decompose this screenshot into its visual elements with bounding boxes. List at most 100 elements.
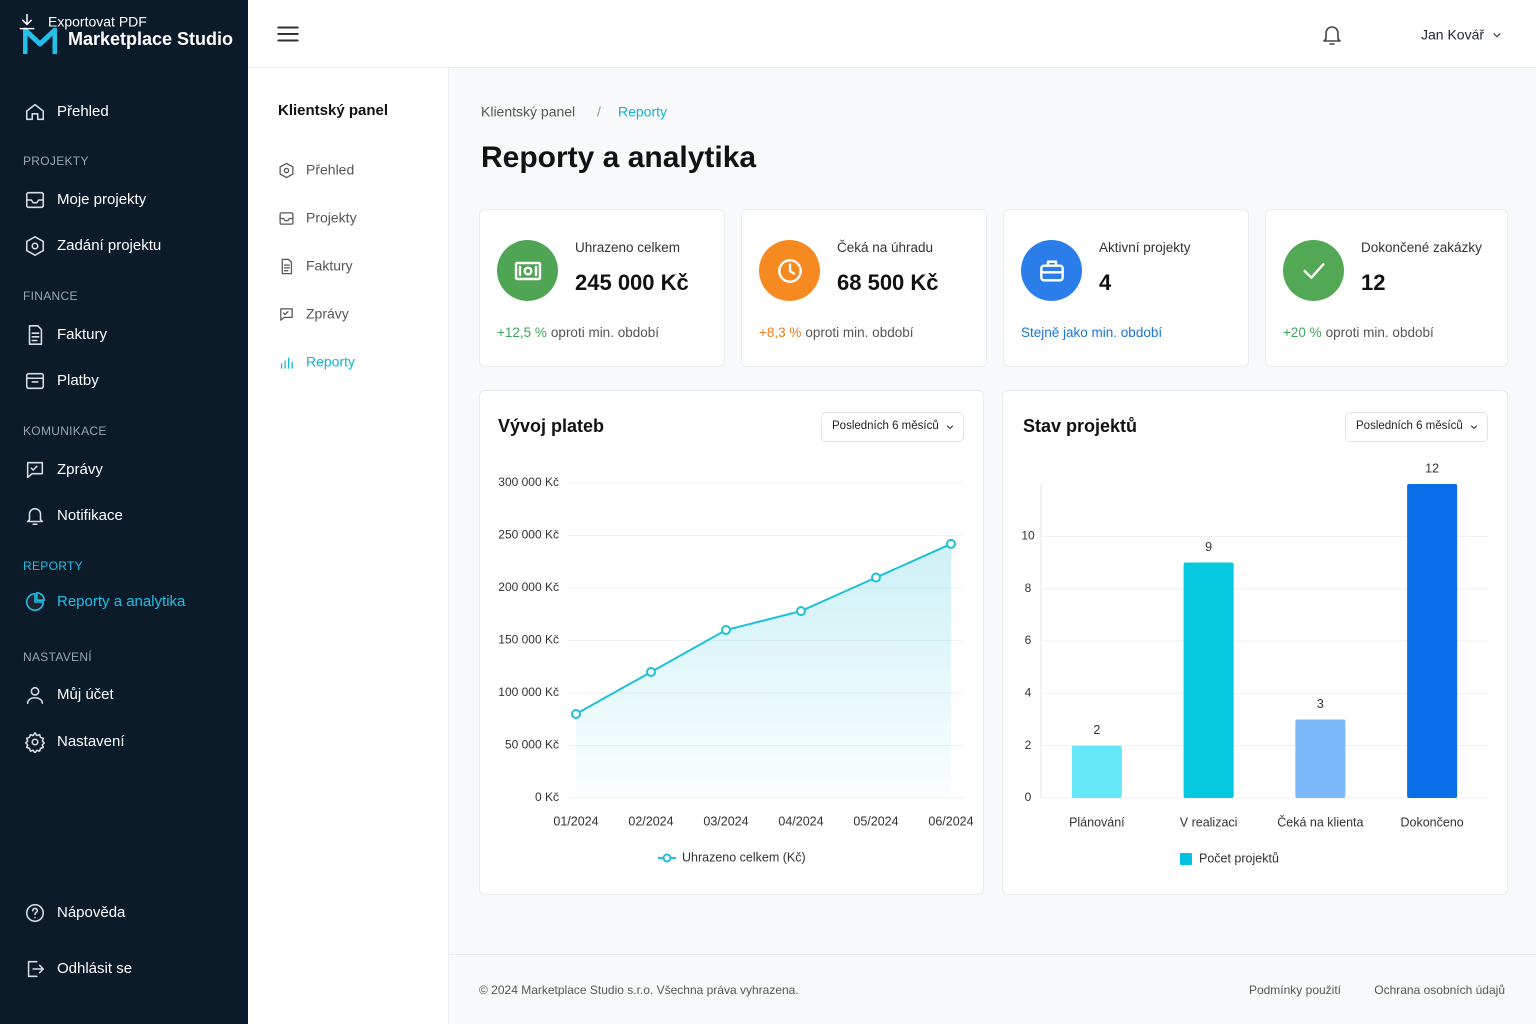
icon-shape xyxy=(518,265,538,277)
y-tick-label: 0 xyxy=(1025,790,1032,804)
stat-value: 12 xyxy=(1361,269,1386,295)
icon xyxy=(1303,263,1325,279)
icon-shape xyxy=(1303,263,1325,279)
subnav-item[interactable]: Faktury xyxy=(306,257,353,274)
line xyxy=(575,542,952,715)
brand-name[interactable]: Marketplace Studio xyxy=(68,29,234,50)
icon xyxy=(281,258,292,274)
icon-shape xyxy=(25,377,45,383)
stat-label: Uhrazeno celkem xyxy=(575,239,681,255)
logo[interactable] xyxy=(23,26,57,56)
nav-section-title: KOMUNIKACE xyxy=(23,423,107,438)
icon-shape xyxy=(1470,425,1478,430)
icon xyxy=(27,960,45,978)
legend-marker xyxy=(662,853,672,863)
stat-icon-bg xyxy=(1283,240,1344,301)
stat-note: oproti min. období xyxy=(805,324,914,340)
icon xyxy=(946,425,954,430)
icon-shape xyxy=(1323,26,1341,42)
stat-card: Aktivní projekty 4 Stejně jako min. období xyxy=(1003,209,1249,367)
subnav-item[interactable]: Zprávy xyxy=(306,305,349,322)
stat-icon-bg xyxy=(497,240,558,301)
user-name[interactable]: Jan Kovář xyxy=(1421,26,1485,43)
x-tick-label: 06/2024 xyxy=(928,814,973,828)
footer-divider xyxy=(449,954,1536,955)
nav-item[interactable]: Notifikace xyxy=(57,507,123,524)
nav-item[interactable]: Platby xyxy=(57,372,99,389)
bar xyxy=(1407,484,1458,798)
subnav-item[interactable]: Reporty xyxy=(306,353,356,370)
period-dropdown-label: Posledních 6 měsíců xyxy=(832,420,939,433)
icon xyxy=(280,357,293,369)
subnav-title: Klientský panel xyxy=(278,102,389,119)
icon[interactable] xyxy=(275,21,301,47)
icon-shape xyxy=(283,167,289,173)
icon xyxy=(28,325,43,345)
icon-shape xyxy=(778,259,802,283)
icon-shape xyxy=(279,307,293,321)
legend-swatch xyxy=(1180,853,1192,865)
icon-shape xyxy=(281,258,292,274)
nav-item[interactable]: Reporty a analytika xyxy=(57,593,186,610)
y-tick-label: 300 000 Kč xyxy=(498,475,559,489)
subnav xyxy=(248,68,449,1024)
subnav-item[interactable]: Projekty xyxy=(306,209,357,226)
nav-item[interactable]: Moje projekty xyxy=(57,191,147,208)
x-tick-label: 04/2024 xyxy=(778,814,823,828)
x-tick-label: Dokončeno xyxy=(1401,815,1464,829)
icon xyxy=(25,903,45,923)
point xyxy=(796,606,806,617)
subnav-item[interactable]: Přehled xyxy=(306,161,355,178)
icon-shape xyxy=(30,686,40,696)
breadcrumb-current: Reporty xyxy=(618,103,668,120)
icon-shape xyxy=(277,26,299,42)
nav-item[interactable]: Nápověda xyxy=(57,904,126,921)
nav-item[interactable]: Můj účet xyxy=(57,686,114,703)
y-tick-label: 200 000 Kč xyxy=(498,580,559,594)
icon xyxy=(1040,260,1064,282)
x-tick-label: 02/2024 xyxy=(628,814,673,828)
copyright: © 2024 Marketplace Studio s.r.o. Všechna… xyxy=(479,982,799,997)
icon-shape xyxy=(1040,260,1064,274)
chart-title: Stav projektů xyxy=(1023,416,1137,436)
nav-section-title: REPORTY xyxy=(23,558,83,573)
icon-shape xyxy=(30,465,38,471)
period-dropdown[interactable]: Posledních 6 měsíců xyxy=(821,412,964,442)
nav-section-title: NASTAVENÍ xyxy=(23,649,92,664)
x-tick-label: V realizaci xyxy=(1180,815,1238,829)
icon-shape xyxy=(31,332,40,342)
stat-label: Čeká na úhradu xyxy=(837,239,934,255)
icon xyxy=(1470,425,1478,430)
icon-shape xyxy=(282,310,289,315)
bar-value-label: 9 xyxy=(1205,540,1212,554)
nav-item[interactable]: Zadání projektu xyxy=(57,237,162,254)
icon xyxy=(514,261,542,281)
footer-link[interactable]: Ochrana osobních údajů xyxy=(1374,982,1505,997)
nav-section-title: FINANCE xyxy=(23,288,78,303)
icon-shape xyxy=(25,903,45,923)
stat-note: Stejně jako min. období xyxy=(1021,324,1163,340)
nav-item[interactable]: Nastavení xyxy=(57,733,125,750)
icon[interactable] xyxy=(1320,23,1344,47)
y-tick-label: 100 000 Kč xyxy=(498,685,559,699)
stat-change: Stejně jako min. období xyxy=(1021,325,1162,341)
stat-icon-bg xyxy=(1021,240,1082,301)
icon-shape xyxy=(28,325,43,345)
point xyxy=(571,709,581,719)
footer-link[interactable]: Podmínky použití xyxy=(1248,982,1341,997)
nav-item[interactable]: Přehled xyxy=(57,103,109,120)
icon-shape xyxy=(788,263,796,275)
point xyxy=(871,572,881,583)
x-tick-label: Čeká na klienta xyxy=(1277,814,1363,829)
breadcrumb-item[interactable]: Klientský panel xyxy=(481,103,576,120)
nav-item[interactable]: Odhlásit se xyxy=(57,960,133,977)
nav-item[interactable]: Faktury xyxy=(57,326,108,343)
icon-shape xyxy=(946,425,954,430)
nav-section-title: PROJEKTY xyxy=(23,153,89,168)
period-dropdown[interactable]: Posledních 6 měsíců xyxy=(1345,412,1488,442)
nav-item[interactable]: Zprávy xyxy=(57,461,103,478)
chart-card: Stav projektů 0 2 4 6 8 10 Plánování V realizaci… xyxy=(1002,390,1508,895)
icon xyxy=(778,259,802,283)
icon-shape xyxy=(280,357,293,369)
